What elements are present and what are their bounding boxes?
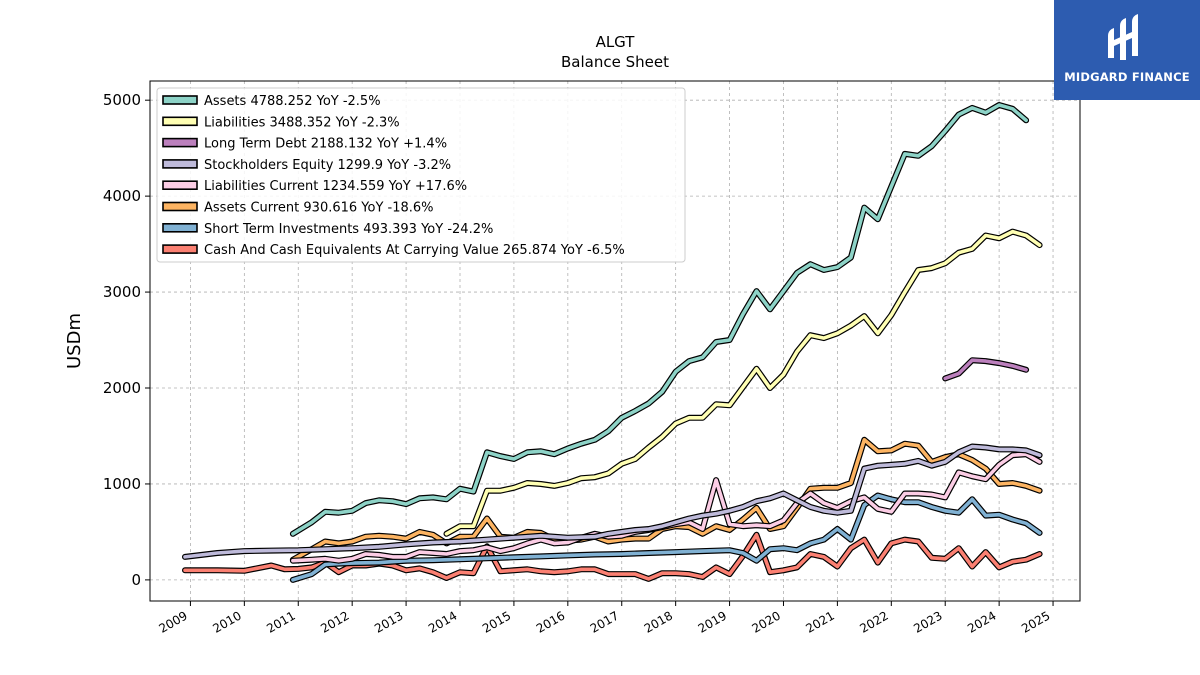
series-line — [943, 358, 1028, 381]
y-tick-label: 5000 — [103, 91, 141, 109]
y-tick-label: 0 — [131, 571, 141, 589]
chart-subtitle: Balance Sheet — [561, 53, 669, 71]
legend-swatch — [162, 223, 198, 233]
legend-swatch — [162, 137, 198, 148]
plot-frame — [149, 80, 1081, 602]
legend-swatch — [162, 95, 198, 105]
brand-logo: MIDGARD FINANCE — [1054, 0, 1200, 100]
legend-label: Liabilities Current 1234.559 YoY +17.6% — [204, 179, 467, 194]
legend-swatch — [162, 159, 198, 169]
chart-title: ALGT — [596, 33, 636, 51]
series-line — [183, 444, 1042, 559]
legend-swatch — [162, 244, 198, 254]
legend-label: Liabilities 3488.352 YoY -2.3% — [204, 115, 400, 130]
legend-label: Stockholders Equity 1299.9 YoY -3.2% — [204, 158, 451, 173]
y-tick-label: 2000 — [103, 379, 141, 397]
legend-frame — [156, 87, 686, 263]
series-line — [291, 493, 1042, 582]
brand-mark-icon — [1108, 14, 1138, 60]
legend-swatch — [162, 180, 198, 190]
series-line — [444, 229, 1042, 536]
legend-label: Assets 4788.252 YoY -2.5% — [204, 94, 381, 109]
legend-label: Short Term Investments 493.393 YoY -24.2… — [204, 222, 493, 237]
y-tick-label: 3000 — [103, 283, 141, 301]
y-tick-label: 4000 — [103, 187, 141, 205]
brand-name: MIDGARD FINANCE — [1064, 70, 1190, 84]
legend-label: Assets Current 930.616 YoY -18.6% — [204, 201, 434, 216]
y-tick-label: 1000 — [103, 475, 141, 493]
series-lines — [182, 102, 1043, 583]
legend-swatch — [162, 116, 198, 127]
series-line — [291, 103, 1028, 536]
legend: Assets 4788.252 YoY -2.5% Liabilities 348… — [156, 87, 686, 263]
y-axis-label: USDm — [64, 313, 85, 369]
legend-swatch — [162, 201, 198, 212]
legend-label: Cash And Cash Equivalents At Carrying Va… — [204, 243, 625, 258]
legend-label: Long Term Debt 2188.132 YoY +1.4% — [204, 137, 447, 152]
